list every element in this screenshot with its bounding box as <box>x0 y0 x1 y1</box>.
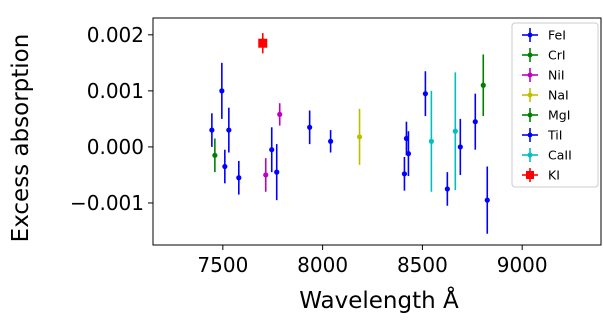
point-nii <box>263 172 269 178</box>
x-tick-label: 8500 <box>397 253 448 277</box>
legend-marker-cri <box>527 52 533 58</box>
point-nii <box>277 111 283 118</box>
legend-label-cri: CrI <box>548 48 566 63</box>
legend-label-nii: NiI <box>548 68 565 83</box>
y-tick-label: 0.002 <box>87 23 144 47</box>
legend-marker-tii <box>527 132 533 138</box>
y-axis-label: Excess absorption <box>8 34 34 243</box>
x-tick-label: 9000 <box>497 253 548 277</box>
point-fei <box>209 127 215 133</box>
x-tick-label: 7500 <box>197 253 248 277</box>
y-tick-label: 0.001 <box>87 79 144 103</box>
point-cri <box>212 152 218 158</box>
point-fei <box>328 138 334 144</box>
point-fei <box>226 127 232 133</box>
legend-marker-ki <box>526 171 534 179</box>
legend-label-caii: CaII <box>548 148 572 163</box>
point-fei <box>422 91 428 97</box>
legend-marker-fei <box>527 32 533 38</box>
point-fei <box>269 147 275 153</box>
point-caii <box>452 128 458 134</box>
legend-label-fei: FeI <box>548 28 566 43</box>
x-tick-label: 8000 <box>297 253 348 277</box>
legend-label-ki: KI <box>548 168 560 183</box>
point-fei <box>274 169 280 175</box>
point-caii <box>428 138 434 144</box>
legend-marker-caii <box>527 152 533 158</box>
legend-label-nai: NaI <box>548 88 569 103</box>
point-fei <box>222 163 228 170</box>
x-axis-label: Wavelength Å <box>299 286 459 314</box>
legend-marker-nii <box>527 72 533 78</box>
axes-frame <box>152 17 602 246</box>
point-nai <box>356 134 363 140</box>
point-fei <box>405 151 412 157</box>
plot-area: 7500 8000 8500 9000 −0.001 0.000 0.001 0.002 <box>70 17 602 277</box>
legend-label-tii: TiI <box>547 128 562 143</box>
point-fei <box>219 88 225 94</box>
point-fei <box>236 175 242 181</box>
y-axis-label-group: Excess absorption <box>8 34 34 243</box>
point-fei <box>457 144 463 150</box>
point-mgi <box>480 82 486 88</box>
point-ki <box>258 38 268 48</box>
legend-label-mgi: MgI <box>548 108 570 123</box>
point-fei <box>401 171 408 177</box>
point-fei <box>484 197 490 203</box>
legend-marker-mgi <box>527 112 533 118</box>
legend-marker-nai <box>527 92 533 98</box>
legend-box <box>511 22 599 188</box>
point-fei <box>472 119 478 125</box>
y-tick-label: −0.001 <box>70 191 144 215</box>
legend: FeI CrI NiI NaI MgI TiI CaII KI <box>511 22 599 188</box>
point-fei <box>444 186 450 192</box>
y-tick-label: 0.000 <box>87 135 144 159</box>
point-fei <box>307 124 313 130</box>
